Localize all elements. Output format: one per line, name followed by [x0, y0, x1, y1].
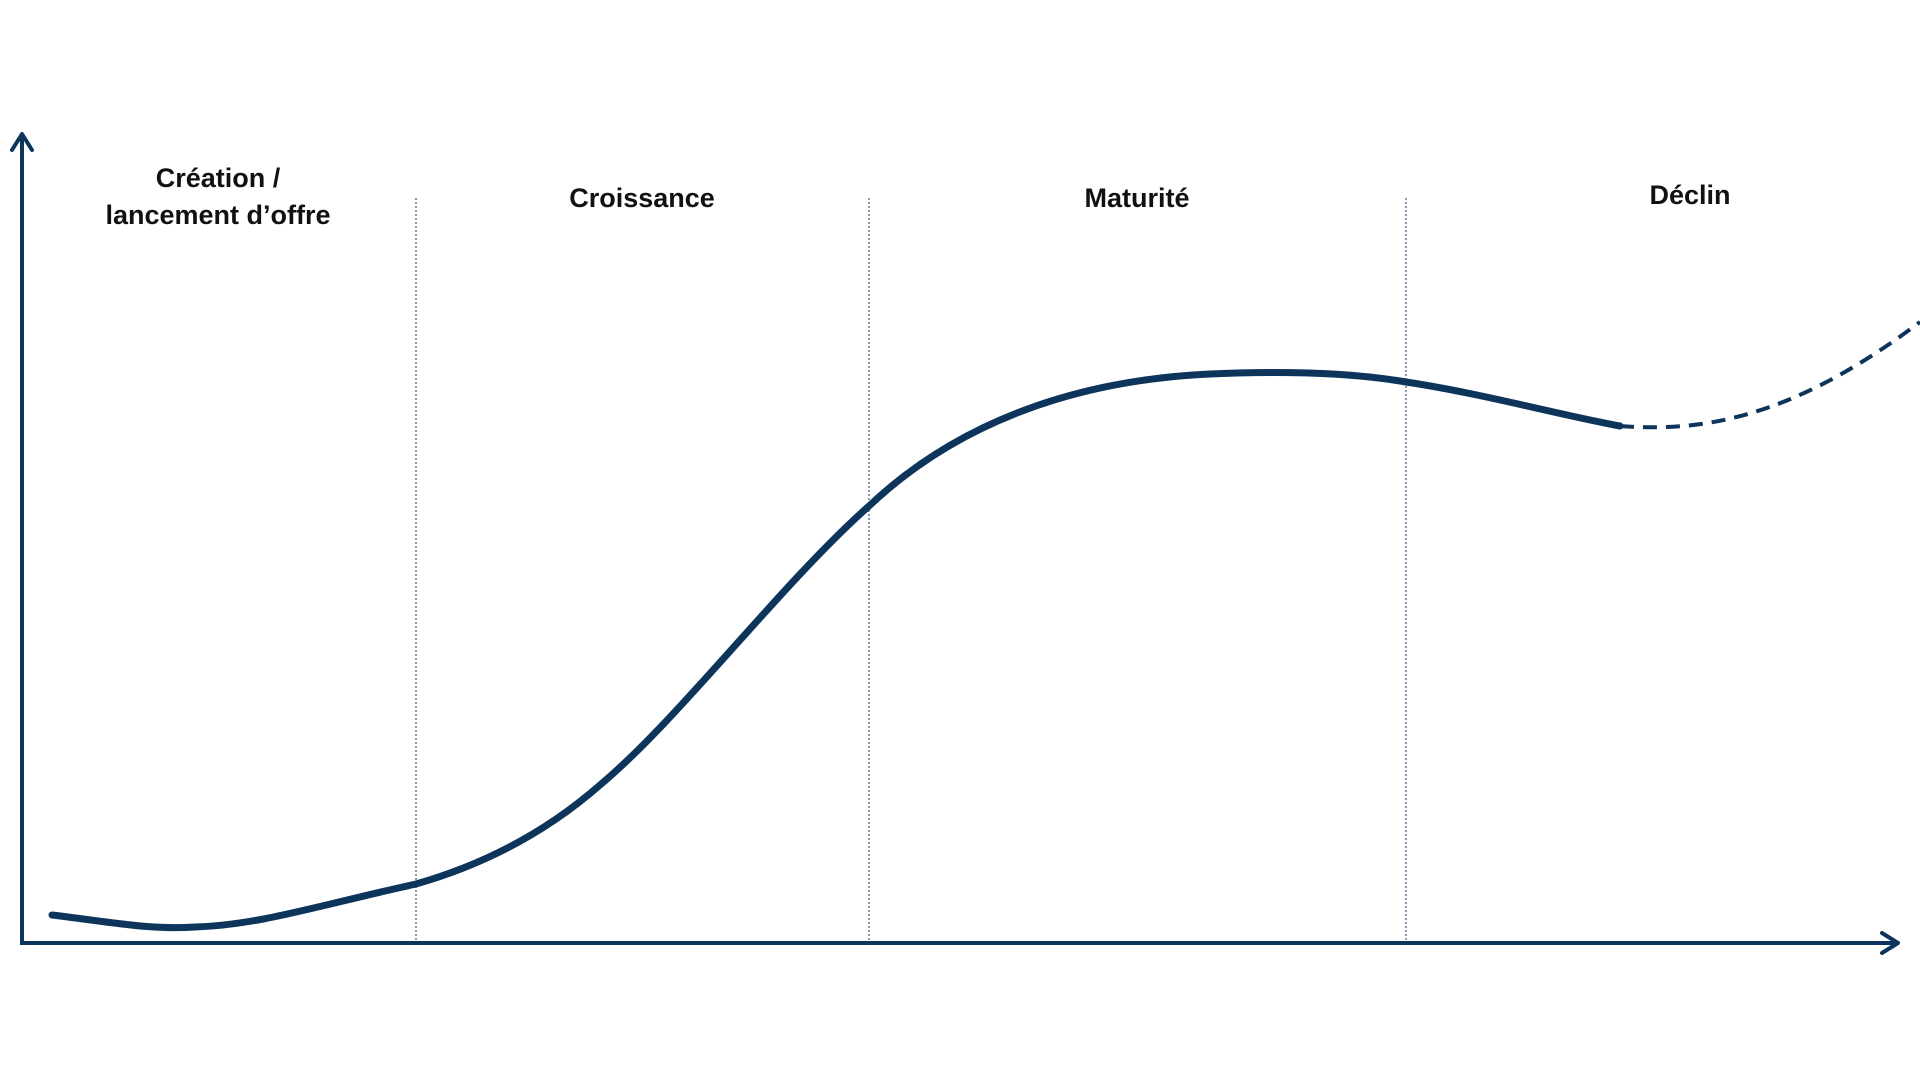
y-axis-arrowhead	[10, 132, 34, 152]
phase-label-creation-line2: lancement d’offre	[105, 200, 331, 230]
phase-label-creation-line1: Création /	[155, 163, 281, 193]
phase-label-creation: Création / lancement d’offre	[105, 160, 330, 234]
phase-label-maturite: Maturité	[1084, 180, 1189, 217]
phase-label-maturite-text: Maturité	[1084, 183, 1190, 213]
lifecycle-projection-dashed	[1619, 320, 1920, 430]
x-axis-arrowhead	[1880, 931, 1900, 955]
lifecycle-curve	[48, 368, 1624, 932]
phase-label-croissance: Croissance	[569, 180, 715, 217]
phase-label-declin: Déclin	[1649, 177, 1730, 214]
phase-label-croissance-text: Croissance	[569, 183, 715, 213]
phase-label-declin-text: Déclin	[1649, 180, 1731, 210]
